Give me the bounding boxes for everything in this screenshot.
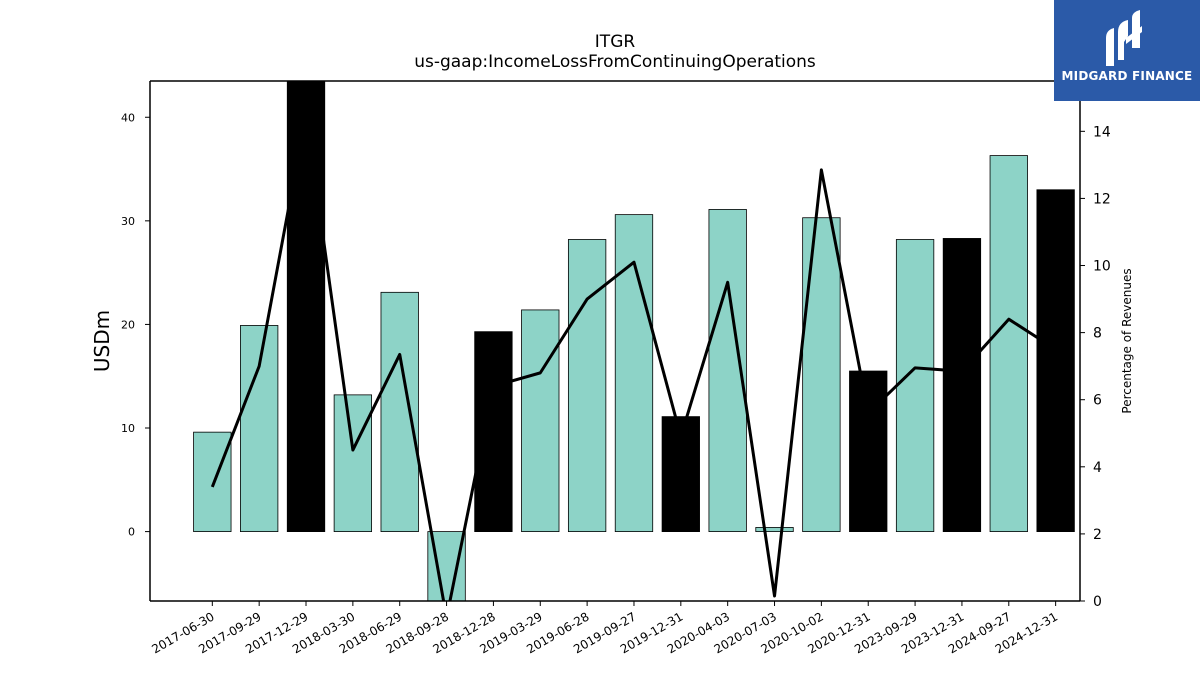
logo-mark-icon <box>1106 10 1142 66</box>
bar-2023-09-29 <box>895 239 935 532</box>
y2-tick-label: 4 <box>1093 460 1102 476</box>
chart-subtitle: us-gaap:IncomeLossFromContinuingOperatio… <box>414 52 816 72</box>
bar-2019-06-28 <box>567 239 607 532</box>
bar-2020-07-03 <box>755 527 794 532</box>
y2-tick-label: 8 <box>1093 326 1102 342</box>
y2-tick-label: 14 <box>1093 124 1111 140</box>
bar-2024-09-27 <box>989 155 1028 532</box>
bar-2020-10-02 <box>802 217 841 532</box>
y2-axis-label: Percentage of Revenues <box>1120 268 1134 413</box>
y-axis-label: USDm <box>90 310 114 372</box>
y-tick-label: 40 <box>121 111 135 124</box>
y2-tick-label: 2 <box>1093 527 1102 543</box>
y-tick-label: 10 <box>121 422 135 435</box>
y2-tick-label: 6 <box>1093 393 1102 409</box>
bar-2023-12-31 <box>942 238 982 532</box>
bar-2020-12-31 <box>849 370 888 532</box>
brand-logo: MIDGARD FINANCE <box>1054 0 1200 101</box>
bar-2018-06-29 <box>380 291 419 532</box>
y-tick-label: 20 <box>121 318 135 331</box>
bar-2018-03-30 <box>333 394 373 532</box>
bar-2017-09-29 <box>240 325 279 532</box>
percentage-line <box>210 113 1057 601</box>
y2-tick-label: 0 <box>1093 594 1102 610</box>
axes-group <box>149 80 1081 602</box>
bar-group <box>193 81 1075 601</box>
bar-2024-12-31 <box>1036 189 1075 532</box>
y-tick-label: 0 <box>128 526 135 539</box>
y2-tick-label: 12 <box>1093 191 1111 207</box>
y-tick-label: 30 <box>121 215 135 228</box>
bar-2019-03-29 <box>521 309 560 532</box>
bar-2017-06-30 <box>193 431 232 532</box>
bar-2017-12-29 <box>286 81 326 532</box>
y2-tick-label: 10 <box>1093 259 1111 275</box>
bar-2018-12-28 <box>474 331 513 532</box>
line-group <box>210 113 1057 601</box>
chart-title: ITGR <box>594 32 636 52</box>
logo-text: MIDGARD FINANCE <box>1061 69 1193 83</box>
